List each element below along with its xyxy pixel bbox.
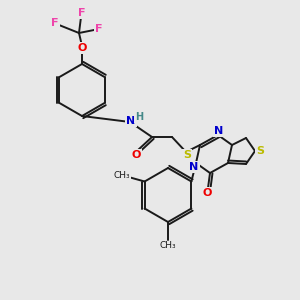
Text: O: O xyxy=(131,150,141,160)
Text: N: N xyxy=(189,162,199,172)
Text: N: N xyxy=(126,116,136,126)
Text: S: S xyxy=(183,150,191,160)
Text: S: S xyxy=(256,146,264,156)
Text: N: N xyxy=(214,126,224,136)
Text: O: O xyxy=(77,43,87,53)
Text: O: O xyxy=(202,188,212,198)
Text: H: H xyxy=(135,112,143,122)
Text: F: F xyxy=(78,8,86,18)
Text: F: F xyxy=(95,24,103,34)
Text: F: F xyxy=(51,18,59,28)
Text: CH₃: CH₃ xyxy=(160,242,176,250)
Text: CH₃: CH₃ xyxy=(113,171,130,180)
